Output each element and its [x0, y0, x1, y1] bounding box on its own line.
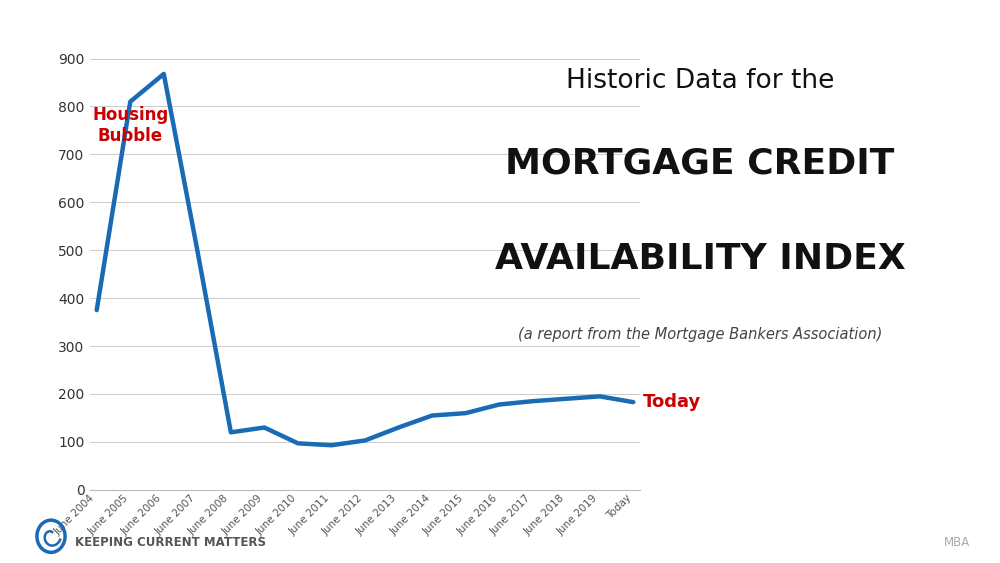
Text: KEEPING CURRENT MATTERS: KEEPING CURRENT MATTERS: [75, 536, 266, 549]
Text: Historic Data for the: Historic Data for the: [566, 68, 834, 93]
Text: MORTGAGE CREDIT: MORTGAGE CREDIT: [505, 146, 895, 180]
Text: Today: Today: [643, 393, 702, 411]
Text: Housing
Bubble: Housing Bubble: [92, 106, 168, 145]
Text: MBA: MBA: [944, 536, 970, 549]
Text: (a report from the Mortgage Bankers Association): (a report from the Mortgage Bankers Asso…: [518, 327, 882, 342]
Text: AVAILABILITY INDEX: AVAILABILITY INDEX: [495, 242, 905, 276]
